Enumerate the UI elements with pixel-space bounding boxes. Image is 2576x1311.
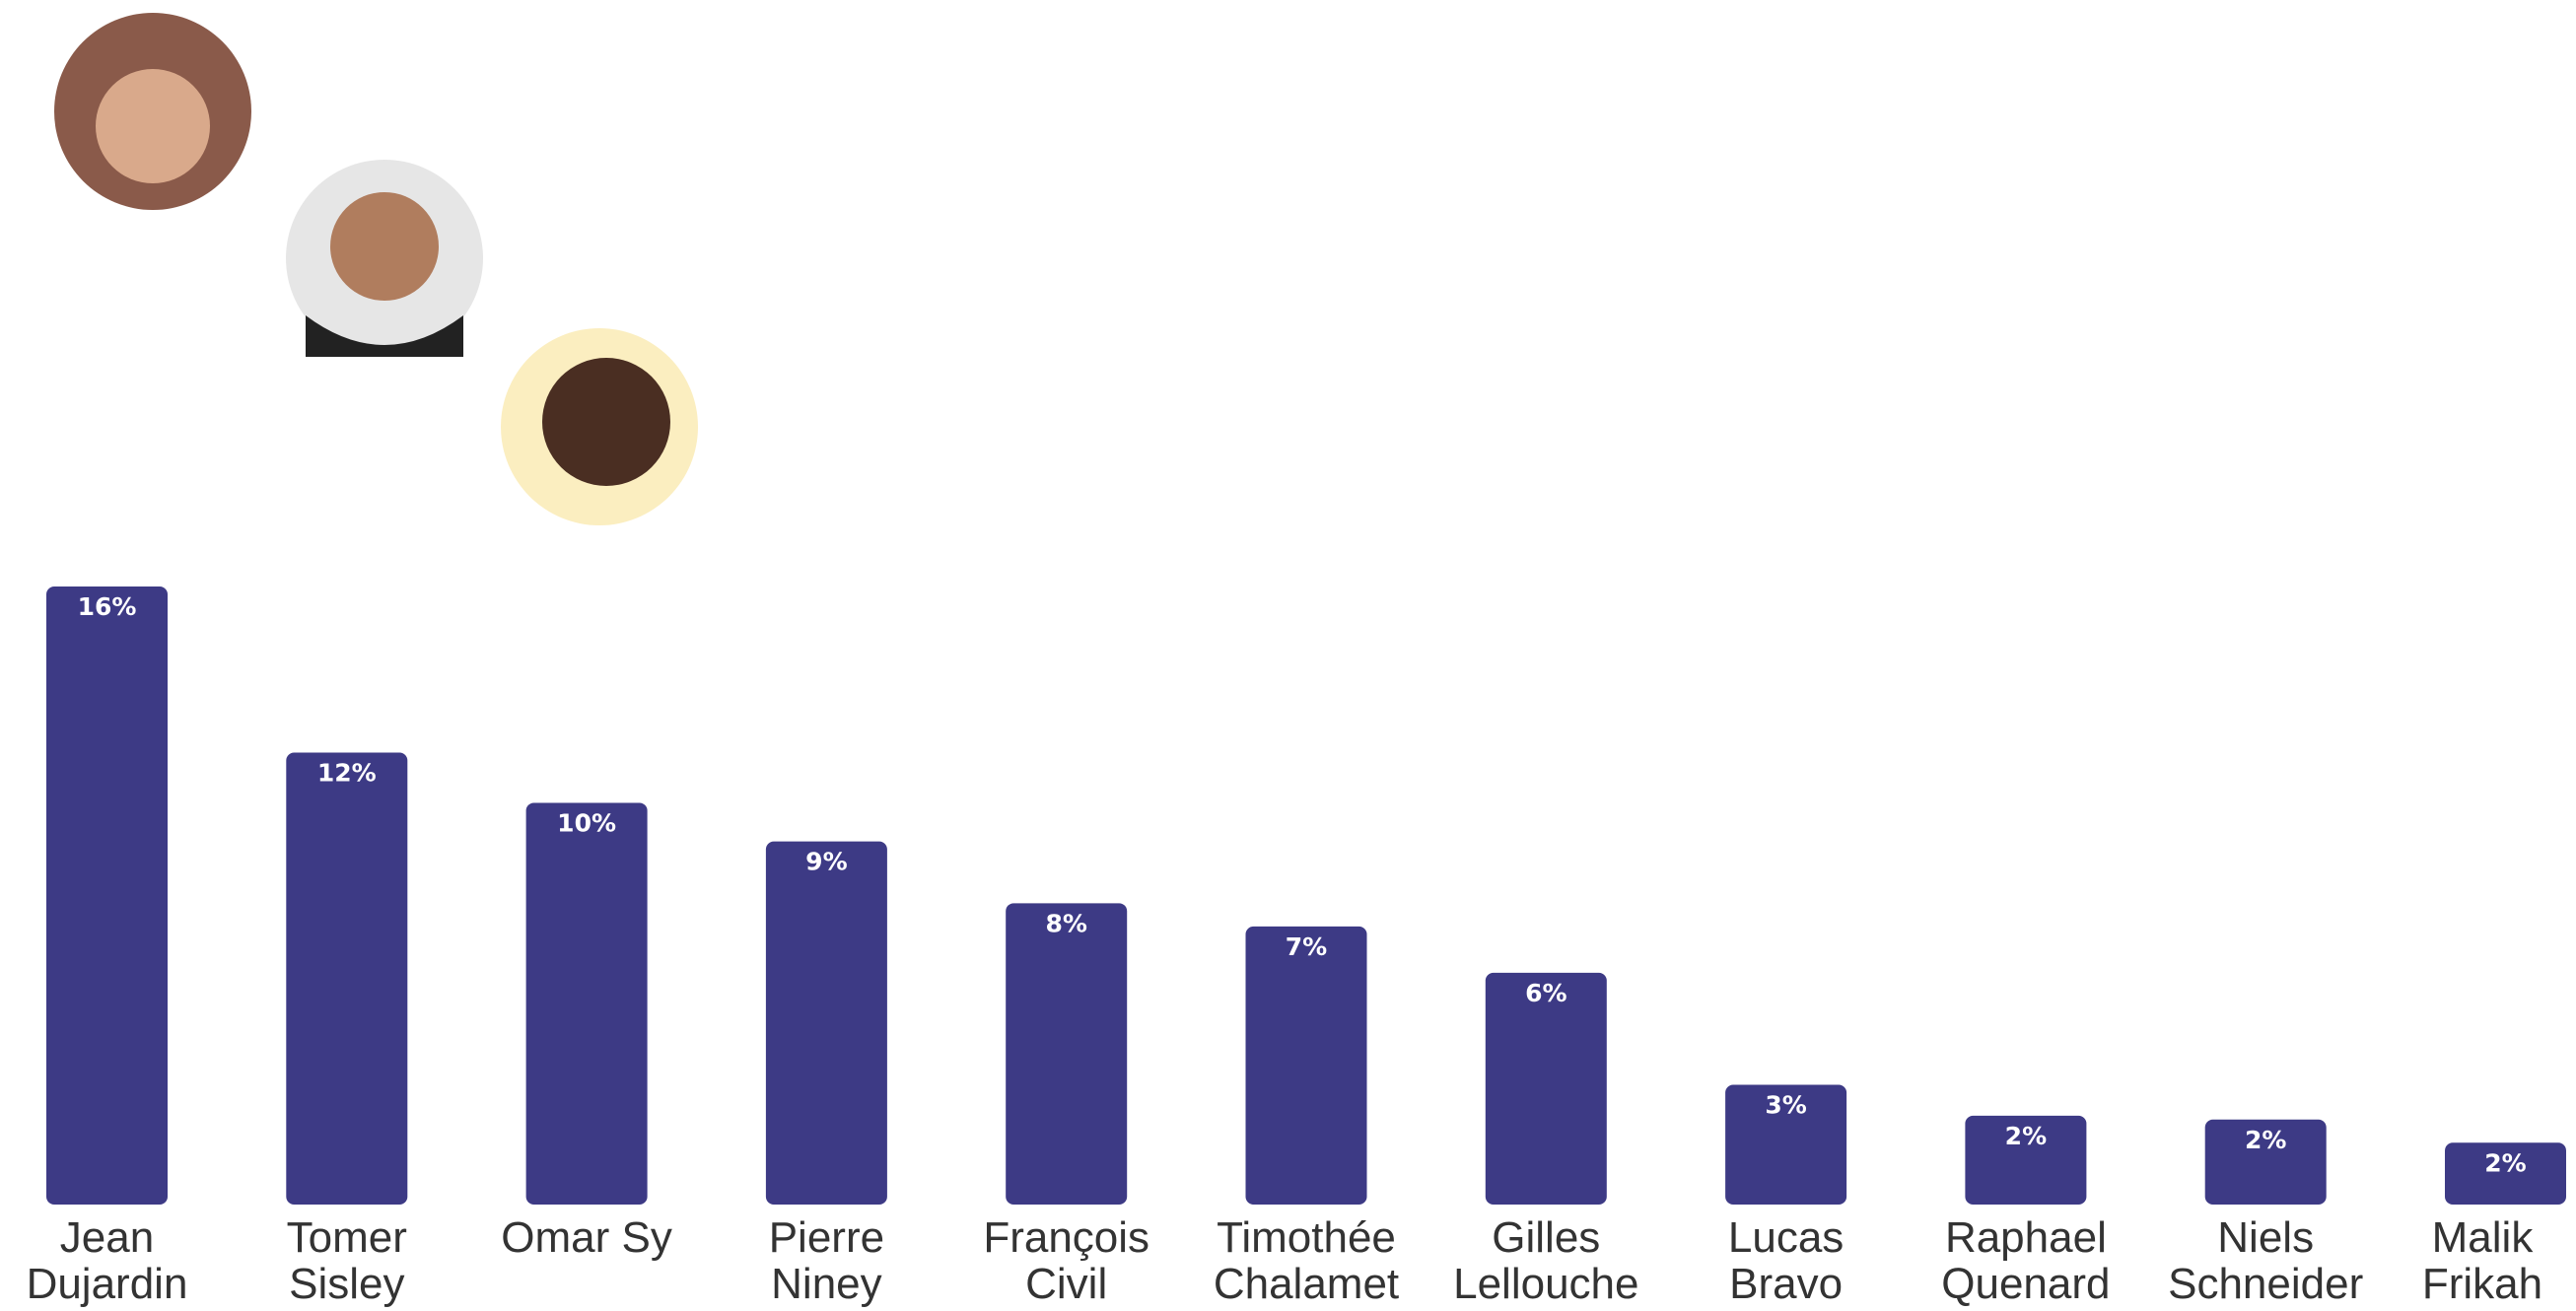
x-tick-label: Jean Dujardin bbox=[26, 1213, 188, 1308]
bar bbox=[46, 586, 168, 1205]
value-label: 6% bbox=[1525, 979, 1566, 1007]
x-tick-label: Pierre Niney bbox=[768, 1213, 885, 1308]
x-tick-label: François Civil bbox=[983, 1213, 1150, 1308]
portraits bbox=[54, 13, 698, 525]
bar bbox=[1485, 972, 1607, 1205]
value-label: 12% bbox=[317, 759, 377, 788]
x-tick-label: Malik Frikah bbox=[2421, 1213, 2543, 1308]
value-label: 8% bbox=[1045, 909, 1086, 937]
bar bbox=[2204, 1119, 2327, 1205]
bar bbox=[525, 802, 648, 1205]
value-label: 2% bbox=[2245, 1126, 2286, 1154]
x-tick-label: Raphael Quenard bbox=[1941, 1213, 2111, 1308]
portrait-face bbox=[96, 69, 210, 183]
x-tick-label: Tomer Sisley bbox=[286, 1213, 407, 1308]
bar bbox=[1006, 903, 1128, 1205]
portrait-suit bbox=[306, 315, 463, 357]
x-tick-label: Timothée Chalamet bbox=[1213, 1213, 1400, 1308]
portrait-face bbox=[330, 192, 439, 301]
x-tick-label: Niels Schneider bbox=[2168, 1213, 2364, 1308]
value-label: 2% bbox=[2484, 1148, 2526, 1177]
bar bbox=[2445, 1142, 2566, 1205]
value-label: 7% bbox=[1286, 932, 1327, 961]
x-tick-label: Lucas Bravo bbox=[1727, 1213, 1845, 1308]
bar bbox=[1245, 926, 1367, 1205]
x-tick-label: Omar Sy bbox=[501, 1213, 672, 1262]
bar bbox=[1965, 1115, 2087, 1205]
portrait-face bbox=[542, 358, 670, 486]
value-label: 3% bbox=[1765, 1091, 1806, 1120]
value-label: 2% bbox=[2005, 1122, 2047, 1150]
bar bbox=[1725, 1084, 1847, 1205]
x-tick-label: Gilles Lellouche bbox=[1453, 1213, 1639, 1308]
value-label: 16% bbox=[78, 592, 137, 621]
value-label: 9% bbox=[805, 848, 847, 876]
bar bbox=[765, 841, 887, 1205]
value-label: 10% bbox=[557, 808, 616, 837]
bar bbox=[286, 752, 408, 1205]
